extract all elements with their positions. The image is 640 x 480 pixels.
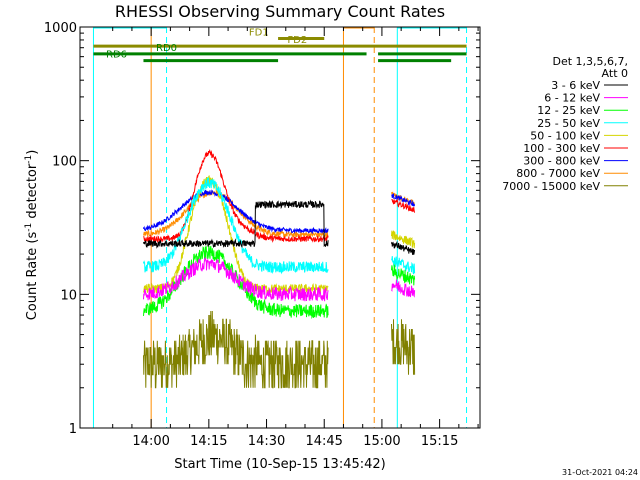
legend-header-0: Det 1,3,5,6,7, [552,55,628,68]
legend-label-3: 25 - 50 keV [537,117,600,130]
series-line-25-50kev-1 [391,256,416,275]
x-axis-label: Start Time (10-Sep-15 13:45:42) [174,457,385,472]
legend-label-2: 12 - 25 keV [537,104,600,117]
legend-label-7: 800 - 7000 keV [516,167,600,180]
x-tick-label-1: 14:15 [190,434,227,449]
flag-label-rd6: RD6 [106,50,127,61]
series-line-6-12kev-1 [391,279,416,298]
y-tick-label-0: 1 [69,422,77,437]
legend-header-1: Att 0 [602,67,628,80]
series-line-7000-15000kev-1 [391,319,416,375]
flag-label-fd1: FD1 [249,28,269,39]
chart-title: RHESSI Observing Summary Count Rates [115,2,445,21]
series-line-3-6kev-0 [143,199,329,249]
series-line-800-7000kev-0 [143,189,329,240]
series-line-100-300kev-1 [391,198,416,213]
plot-inner: NSFD1FD2RD0RD6 [92,27,468,428]
timestamp: 31-Oct-2021 04:24 [562,468,638,477]
legend-label-6: 300 - 800 keV [523,155,600,168]
series-line-50-100kev-1 [391,230,416,249]
x-tick-label-5: 15:15 [421,434,458,449]
flag-label-fd2: FD2 [287,35,307,46]
plot-frame [79,26,481,429]
x-tick-label-3: 14:45 [305,434,342,449]
legend-label-8: 7000 - 15000 keV [502,180,600,193]
y-axis-label: Count Rate (s-1 detector-1) [24,150,40,321]
plot-area: NSFD1FD2RD0RD6 [79,26,481,429]
y-tick-label-1: 10 [60,288,77,303]
flag-label-rd0: RD0 [156,43,177,54]
series-line-300-800kev-1 [391,193,416,207]
series-line-7000-15000kev-0 [143,310,329,389]
y-tick-label-2: 100 [52,155,77,170]
series-line-100-300kev-0 [143,149,329,244]
y-axis: 1 10 100 1000 [44,21,480,437]
series-line-12-25kev-1 [391,263,416,286]
series-line-25-50kev-0 [143,177,329,275]
series-line-300-800kev-0 [143,189,329,235]
legend-label-5: 100 - 300 keV [523,142,600,155]
series-line-6-12kev-0 [143,257,329,302]
series-line-3-6kev-1 [391,240,416,255]
x-tick-label-0: 14:00 [132,434,169,449]
legend-label-0: 3 - 6 keV [551,79,600,92]
legend-label-1: 6 - 12 keV [544,92,600,105]
x-tick-label-4: 15:00 [363,434,400,449]
y-tick-label-3: 1000 [44,21,77,36]
x-axis: 14:00 14:15 14:30 14:45 15:00 15:15 [112,27,479,449]
legend-label-4: 50 - 100 keV [530,129,600,142]
x-tick-label-2: 14:30 [248,434,285,449]
